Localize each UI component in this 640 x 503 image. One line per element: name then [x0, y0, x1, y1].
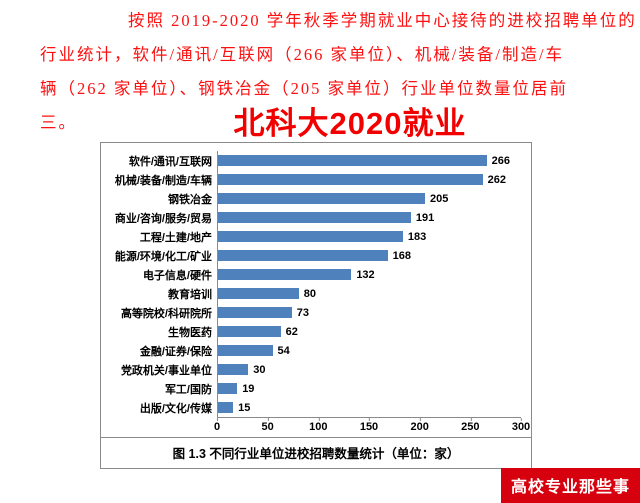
value-label: 168 [392, 249, 412, 262]
chart-row: 能源/环境/化工/矿业 168 [107, 246, 521, 265]
category-label: 能源/环境/化工/矿业 [114, 250, 212, 263]
category-label: 软件/通讯/互联网 [128, 155, 212, 168]
axis-tick-label: 50 [261, 418, 274, 433]
axis-tick-label: 0 [213, 418, 221, 433]
value-label: 183 [407, 230, 427, 243]
category-label: 军工/国防 [164, 383, 212, 396]
value-label: 132 [356, 268, 375, 281]
axis-tick-label: 250 [461, 418, 480, 433]
bar [218, 193, 426, 204]
bar-track: 132 [217, 265, 521, 284]
axis-tick-label: 150 [359, 418, 379, 433]
bar [218, 383, 238, 394]
category-label: 出版/文化/传媒 [139, 402, 212, 415]
category-label: 生物医药 [168, 326, 212, 339]
paragraph-line: 辆（262 家单位）、钢铁冶金（205 家单位）行业单位数量位居前 [40, 79, 568, 98]
bar [218, 212, 411, 223]
paragraph-line: 行业统计，软件/通讯/互联网（266 家单位）、机械/装备/制造/车 [40, 45, 565, 64]
value-label: 262 [487, 173, 506, 186]
bar [218, 155, 487, 166]
x-axis: 0 50 100 150 200 250 300 [213, 417, 530, 437]
bar-track: 19 [217, 379, 521, 398]
paragraph-line: 按照 2019-2020 学年秋季学期就业中心接待的进校招聘单位的 [128, 11, 637, 30]
bar [218, 364, 249, 375]
chart-row: 军工/国防 19 [107, 379, 521, 398]
chart-row: 教育培训 80 [107, 284, 521, 303]
category-label: 高等院校/科研院所 [120, 307, 212, 320]
category-label: 金融/证券/保险 [139, 345, 212, 358]
category-label: 党政机关/事业单位 [120, 364, 212, 377]
chart-row: 出版/文化/传媒 15 [107, 398, 521, 417]
category-label: 商业/咨询/服务/贸易 [114, 212, 212, 225]
chart-row: 生物医药 62 [107, 322, 521, 341]
axis-tick-label: 200 [410, 418, 429, 433]
chart-plot-area: 软件/通讯/互联网 266 机械/装备/制造/车辆 262 钢铁冶金 205 商业/咨询/服… [101, 143, 531, 437]
bar-chart-figure: 软件/通讯/互联网 266 机械/装备/制造/车辆 262 钢铁冶金 205 商业/咨询/服… [100, 142, 532, 469]
bar [218, 326, 281, 337]
bar [218, 174, 483, 185]
chart-row: 高等院校/科研院所 73 [107, 303, 521, 322]
value-label: 73 [296, 306, 309, 319]
bar-track: 183 [217, 227, 521, 246]
chart-row: 软件/通讯/互联网 266 [107, 151, 521, 170]
value-label: 54 [277, 344, 290, 357]
bar [218, 250, 388, 261]
bar-track: 80 [217, 284, 521, 303]
chart-row: 党政机关/事业单位 30 [107, 360, 521, 379]
bar [218, 345, 273, 356]
value-label: 19 [242, 382, 255, 395]
value-label: 205 [430, 192, 449, 205]
bar-track: 262 [217, 170, 521, 189]
value-label: 15 [238, 401, 251, 414]
bar-track: 30 [217, 360, 521, 379]
bar [218, 307, 292, 318]
bar-track: 15 [217, 398, 521, 417]
bar [218, 269, 352, 280]
chart-row: 机械/装备/制造/车辆 262 [107, 170, 521, 189]
intro-paragraph: 按照 2019-2020 学年秋季学期就业中心接待的进校招聘单位的 行业统计，软… [40, 4, 637, 140]
bar-track: 73 [217, 303, 521, 322]
axis-tick-label: 100 [309, 418, 328, 433]
chart-row: 工程/土建/地产 183 [107, 227, 521, 246]
value-label: 30 [253, 363, 266, 376]
value-label: 191 [415, 211, 435, 224]
chart-rows: 软件/通讯/互联网 266 机械/装备/制造/车辆 262 钢铁冶金 205 商业/咨询/服… [107, 151, 521, 417]
bar [218, 231, 403, 242]
category-label: 钢铁冶金 [168, 193, 212, 206]
bar-track: 168 [217, 246, 521, 265]
bar-track: 54 [217, 341, 521, 360]
chart-row: 钢铁冶金 205 [107, 189, 521, 208]
chart-row: 电子信息/硬件 132 [107, 265, 521, 284]
category-label: 工程/土建/地产 [139, 231, 212, 244]
category-label: 电子信息/硬件 [142, 269, 212, 282]
bar [218, 288, 299, 299]
bar-track: 205 [217, 189, 521, 208]
category-label: 机械/装备/制造/车辆 [114, 174, 212, 187]
category-label: 教育培训 [168, 288, 212, 301]
bar-track: 62 [217, 322, 521, 341]
bar-track: 191 [217, 208, 521, 227]
value-label: 62 [285, 325, 298, 338]
bar-track: 266 [217, 151, 521, 170]
axis-tick-label: 300 [511, 418, 531, 433]
chart-row: 金融/证券/保险 54 [107, 341, 521, 360]
figure-caption: 图 1.3 不同行业单位进校招聘数量统计（单位：家） [101, 437, 531, 468]
value-label: 266 [491, 154, 511, 167]
value-label: 80 [303, 287, 317, 300]
watermark-badge: 高校专业那些事 [500, 468, 640, 503]
chart-row: 商业/咨询/服务/贸易 191 [107, 208, 521, 227]
paragraph-line: 三。 [40, 113, 77, 132]
bar [218, 402, 234, 413]
overlay-title: 北科大2020就业 [233, 106, 467, 141]
